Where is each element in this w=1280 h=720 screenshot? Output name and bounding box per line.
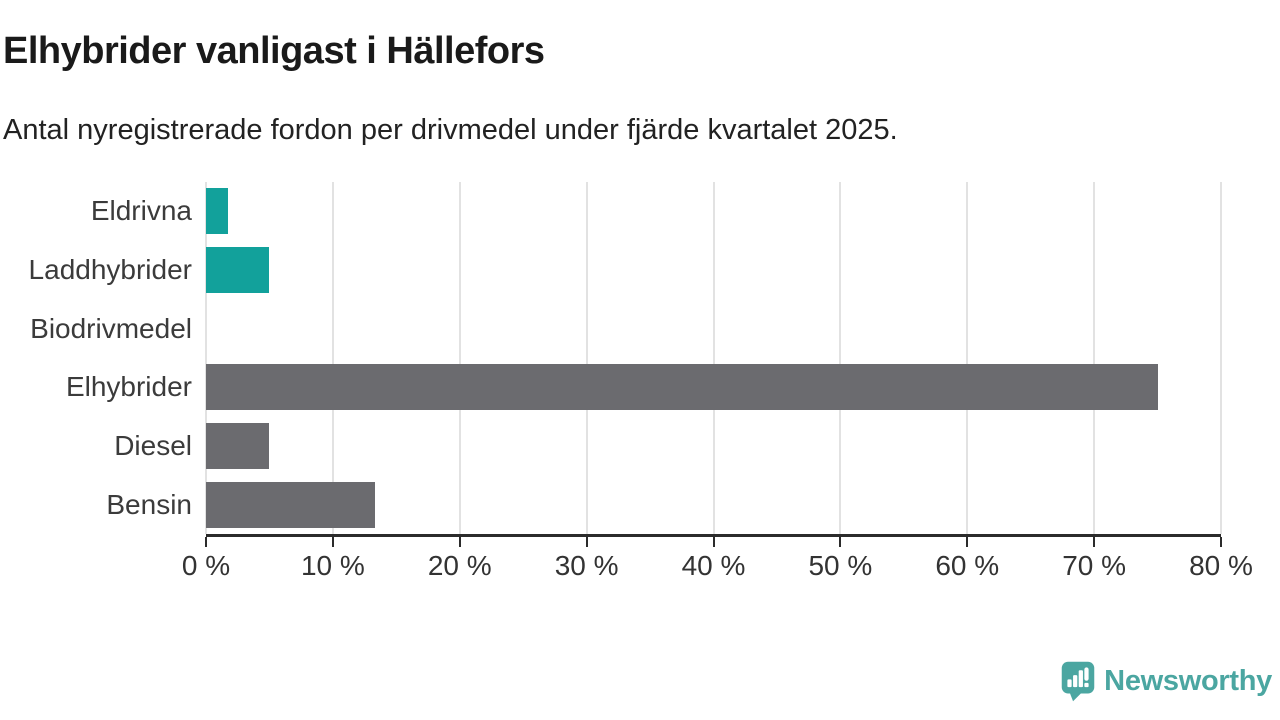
bar-row [206, 188, 1221, 235]
newsworthy-bubble-chart-icon [1061, 661, 1095, 702]
newsworthy-wordmark: Newsworthy [1104, 665, 1272, 697]
category-label: Diesel [114, 430, 192, 461]
category-label: Bensin [106, 488, 192, 520]
gridline [839, 182, 842, 534]
tick-label: 30 % [554, 550, 619, 581]
gridline [1093, 182, 1096, 534]
category-label: Laddhybrider [28, 254, 192, 285]
tick-label: 40 % [681, 550, 746, 581]
gridline [966, 182, 969, 534]
bar-diesel [206, 423, 270, 469]
x-axis-line [206, 534, 1221, 537]
tick-mark [966, 537, 969, 547]
bar-row [206, 306, 1221, 352]
tick-label: 10 % [300, 550, 365, 581]
tick-mark [1093, 537, 1096, 547]
bar-row [206, 423, 1221, 469]
tick-label: 20 % [427, 550, 492, 581]
tick-mark [1220, 537, 1222, 547]
tick-label: 50 % [808, 550, 873, 581]
bar-row [206, 481, 1221, 528]
gridline [1220, 182, 1222, 534]
gridline [331, 182, 334, 534]
gridline [712, 182, 715, 534]
tick-label: 0 % [181, 550, 231, 581]
tick-mark [712, 537, 715, 547]
gridline [458, 182, 461, 534]
tick-mark [839, 537, 842, 547]
tick-label: 60 % [935, 550, 1000, 581]
chart-title: Elhybrider vanligast i Hällefors [3, 30, 545, 72]
bar-laddhybrider [206, 247, 270, 293]
tick-label: 80 % [1189, 550, 1253, 581]
newsworthy-logo: Newsworthy [1061, 661, 1272, 702]
chart-subtitle: Antal nyregistrerade fordon per drivmede… [3, 114, 898, 146]
tick-mark [458, 537, 461, 547]
category-label: Eldrivna [90, 195, 192, 227]
tick-mark [585, 537, 588, 547]
bar-bensin [206, 481, 375, 528]
gridline [585, 182, 588, 534]
bar-elhybrider [206, 364, 1158, 411]
bar-row [206, 247, 1221, 293]
tick-label: 70 % [1062, 550, 1127, 581]
gridline [205, 182, 207, 534]
plot-area: 0 % 10 % 20 % 30 % 40 % 50 % 60 % 70 % 80 % [182, 182, 1253, 581]
tick-mark [331, 537, 334, 547]
category-label: Elhybrider [65, 371, 192, 403]
category-label: Biodrivmedel [30, 312, 192, 344]
tick-mark [205, 537, 207, 547]
bar-eldrivna [206, 188, 228, 235]
bar-row [206, 364, 1221, 411]
